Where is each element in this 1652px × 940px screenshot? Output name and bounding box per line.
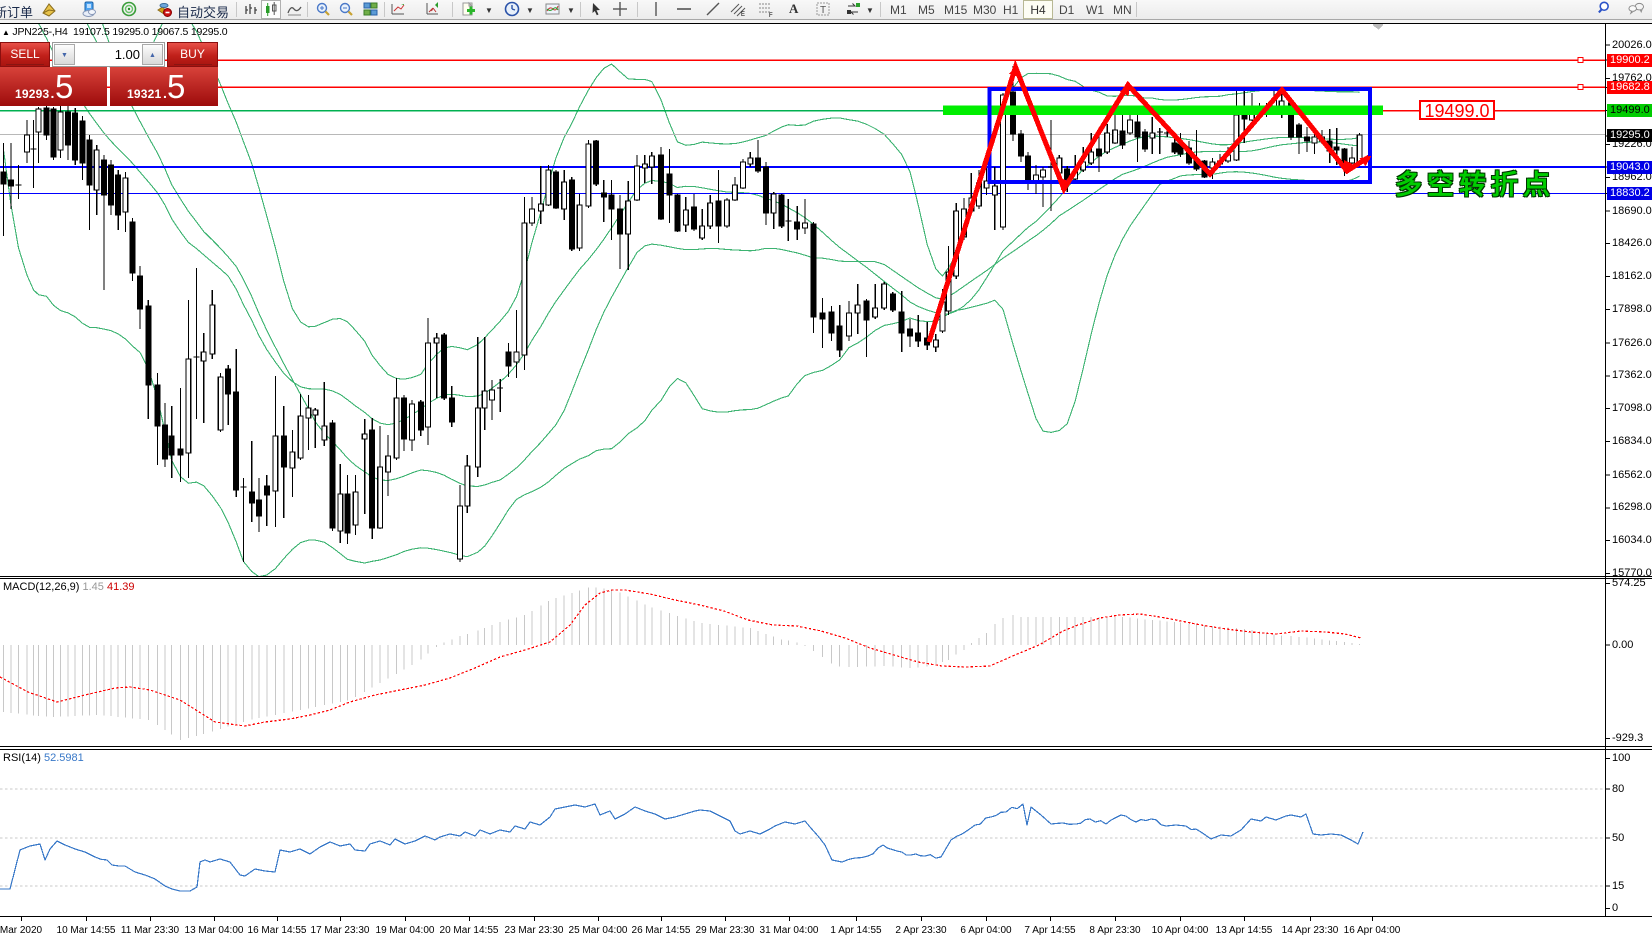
svg-text:T: T	[820, 5, 826, 16]
svg-text:E: E	[741, 12, 745, 18]
svg-text:F: F	[769, 13, 773, 18]
